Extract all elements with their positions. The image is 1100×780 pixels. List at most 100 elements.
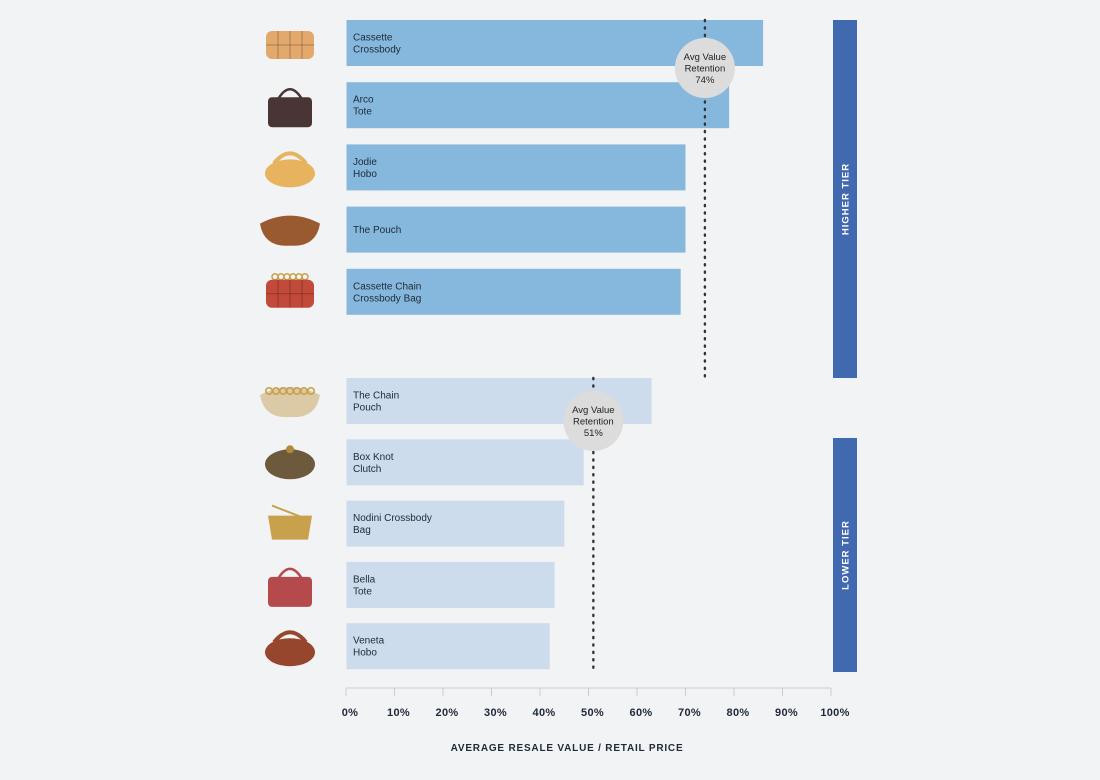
- bar-label: The Chain Pouch: [353, 391, 399, 414]
- bag-clasp: [286, 445, 294, 454]
- cassette-chain-bag-icon: [266, 273, 314, 308]
- tier-band-bar: [833, 438, 857, 672]
- average-label-line: Avg Value: [572, 405, 614, 416]
- bar-label: Veneta Hobo: [353, 636, 385, 659]
- x-tick-label: 80%: [727, 707, 750, 719]
- bar-label-line: The Chain: [353, 391, 399, 402]
- bar-label-line: Arco: [353, 95, 374, 106]
- bar-label-line: Bella: [353, 574, 376, 585]
- tier-band: LOWER TIER: [833, 438, 857, 672]
- bag-body: [266, 31, 314, 59]
- bar-label-line: Tote: [353, 107, 372, 118]
- bar-label: Box Knot Clutch: [353, 452, 394, 475]
- bag-body: [268, 97, 312, 128]
- bar-label-line: Cassette Chain: [353, 281, 421, 292]
- bar: [346, 82, 730, 129]
- bar-row: Jodie Hobo: [265, 144, 686, 191]
- chain-link: [283, 273, 291, 281]
- bar-label-line: Crossbody: [353, 45, 401, 56]
- bag-handle: [276, 567, 304, 580]
- bar-label-line: Cassette: [353, 33, 393, 44]
- bar-label-line: Bag: [353, 525, 371, 536]
- x-tick-label: 40%: [533, 707, 556, 719]
- average-bubble: [563, 391, 624, 451]
- bar-label-line: Box Knot: [353, 452, 394, 463]
- bar: [346, 439, 584, 486]
- x-tick-label: 100%: [820, 707, 849, 719]
- bag-body: [268, 576, 312, 607]
- chain-link: [289, 273, 297, 281]
- bar-row: Bella Tote: [268, 561, 555, 608]
- jodie-hobo-bag-icon: [265, 151, 315, 188]
- bar-row: Box Knot Clutch: [265, 439, 584, 486]
- tier-label: HIGHER TIER: [841, 163, 852, 235]
- bar: [346, 144, 686, 191]
- cassette-crossbody-bag-icon: [266, 31, 314, 59]
- bar-row: Arco Tote: [268, 82, 730, 129]
- x-tick-label: 70%: [678, 707, 701, 719]
- bar-label: Arco Tote: [353, 95, 374, 118]
- average-label-line: Retention: [685, 64, 726, 75]
- pouch-bag-icon: [260, 215, 320, 246]
- bag-handle: [276, 87, 304, 100]
- veneta-hobo-bag-icon: [265, 630, 315, 667]
- bar: [346, 500, 565, 547]
- tier-label: LOWER TIER: [841, 520, 852, 590]
- chain-link: [295, 273, 303, 281]
- bag-body: [260, 215, 320, 246]
- x-tick-label: 20%: [436, 707, 459, 719]
- bar: [346, 206, 686, 253]
- bar-label-line: Tote: [353, 586, 372, 597]
- average-marker: Avg Value Retention 51%: [563, 376, 624, 674]
- bag-body: [265, 638, 315, 667]
- bar-label: Nodini Crossbody Bag: [353, 513, 432, 536]
- tier-band: HIGHER TIER: [833, 20, 857, 378]
- bar-label-line: Veneta: [353, 636, 385, 647]
- tier-band-bar: [833, 20, 857, 378]
- x-tick-label: 90%: [775, 707, 798, 719]
- bar: [346, 268, 681, 315]
- bar-label-line: Nodini Crossbody: [353, 513, 432, 524]
- x-axis: 0% 10% 20% 30% 40% 50% 60% 70% 80% 90% 100%: [342, 687, 849, 719]
- bar-label: Bella Tote: [353, 574, 376, 597]
- arco-tote-bag-icon: [268, 87, 312, 128]
- average-lines-layer: Avg Value Retention 74%Avg Value Retention 5…: [563, 18, 735, 674]
- bar-label-line: Hobo: [353, 169, 377, 180]
- bar-row: Veneta Hobo: [265, 623, 550, 670]
- bar: [346, 561, 555, 608]
- bag-body: [266, 279, 314, 308]
- nodini-crossbody-bag-icon: [268, 504, 312, 540]
- x-tick-label: 60%: [630, 707, 653, 719]
- tier-bands-layer: HIGHER TIER LOWER TIER: [833, 20, 857, 672]
- bar-label: Cassette Crossbody: [353, 33, 401, 56]
- average-bubble: [674, 38, 735, 98]
- average-marker: Avg Value Retention 74%: [674, 18, 735, 380]
- bar-label-line: Jodie: [353, 157, 377, 168]
- x-tick-label: 50%: [581, 707, 604, 719]
- average-label-line: Avg Value: [684, 52, 726, 63]
- bar-label-line: Clutch: [353, 464, 381, 475]
- x-axis-title: AVERAGE RESALE VALUE / RETAIL PRICE: [451, 743, 684, 754]
- bag-handle: [272, 630, 308, 644]
- bar-row: Nodini Crossbody Bag: [268, 500, 565, 547]
- bar-label-line: Hobo: [353, 648, 377, 659]
- bar-label-line: The Pouch: [353, 225, 401, 236]
- bar-label-line: Crossbody Bag: [353, 293, 421, 304]
- bar: [346, 623, 550, 670]
- chain-link: [306, 386, 315, 395]
- bar-label: Cassette Chain Crossbody Bag: [353, 281, 421, 304]
- bag-handle: [272, 151, 308, 165]
- bar-label-line: Pouch: [353, 403, 381, 414]
- x-tick-label: 30%: [484, 707, 507, 719]
- average-label: Avg Value Retention 74%: [684, 52, 726, 86]
- x-tick-label: 10%: [387, 707, 410, 719]
- average-label-line: 74%: [695, 75, 715, 86]
- knot-clutch-bag-icon: [265, 445, 315, 480]
- bag-body: [268, 515, 312, 540]
- bella-tote-bag-icon: [268, 567, 312, 607]
- average-label-line: Retention: [573, 417, 614, 428]
- bar-label: Jodie Hobo: [353, 157, 377, 180]
- chain-link: [301, 273, 309, 281]
